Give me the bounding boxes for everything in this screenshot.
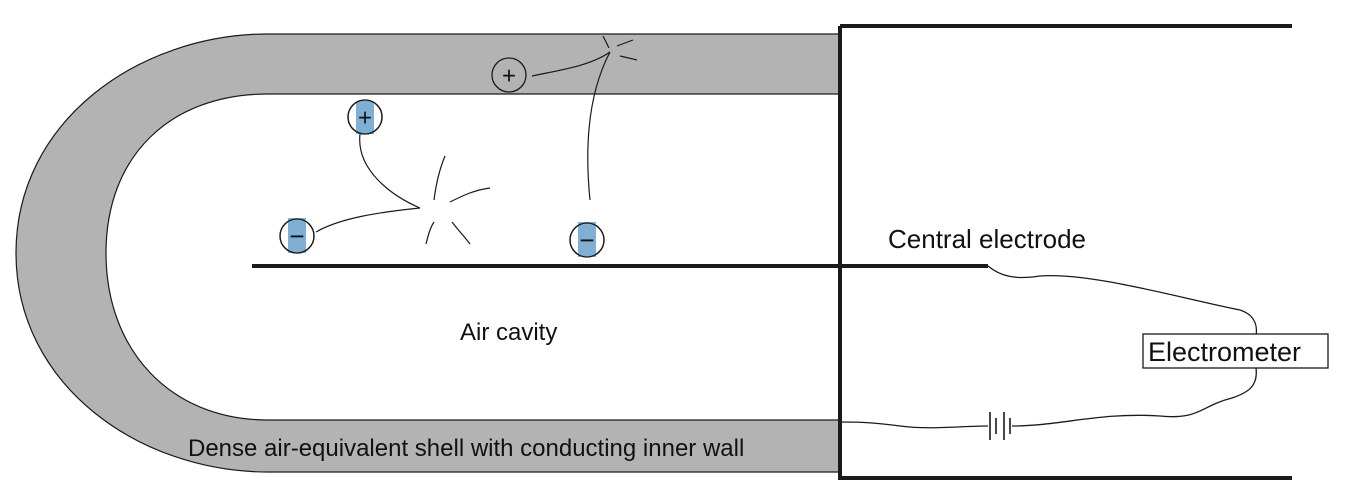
positive-sign: + [502, 63, 516, 90]
ionization-event-shell [602, 35, 638, 61]
chamber-shell [15, 33, 841, 473]
positive-sign: + [358, 105, 372, 132]
electron-track-positive [359, 133, 421, 209]
negative-ion-left: − [279, 218, 315, 254]
negative-sign: − [579, 225, 594, 255]
shell-label: Dense air-equivalent shell with conducti… [188, 435, 744, 462]
negative-ion-middle: − [569, 222, 605, 258]
positive-ion-shell: + [491, 57, 527, 93]
electron-track-negative [315, 207, 421, 233]
battery-wire-left [839, 421, 989, 429]
electrometer-label: Electrometer [1148, 337, 1301, 367]
electron-track-shell [531, 51, 611, 201]
ionization-event-cavity [425, 155, 491, 245]
negative-sign: − [289, 221, 304, 251]
battery-icon [989, 412, 1011, 440]
air-cavity-label: Air cavity [460, 319, 557, 346]
battery-wire-right [1011, 367, 1257, 427]
electrode-wire [987, 265, 1258, 337]
central-electrode-label: Central electrode [888, 224, 1086, 254]
positive-ion-cavity: + [347, 99, 383, 135]
electrometer-box [1142, 333, 1329, 369]
